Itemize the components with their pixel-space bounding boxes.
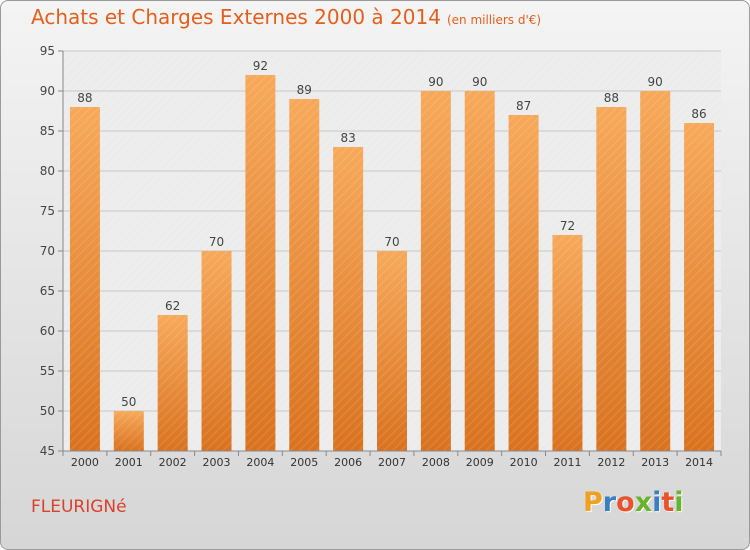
x-tick-label: 2008	[422, 456, 450, 469]
bar-value-label: 88	[77, 91, 92, 105]
bar-hatch	[113, 411, 144, 451]
bar-value-label: 62	[165, 299, 180, 313]
x-tick-label: 2010	[510, 456, 538, 469]
bar-value-label: 86	[691, 107, 706, 121]
chart-subtitle: (en milliers d'€)	[446, 13, 542, 27]
y-tick-label: 80	[40, 164, 55, 178]
bar-hatch	[640, 91, 671, 451]
bar-value-label: 70	[209, 235, 224, 249]
bar-hatch	[552, 235, 583, 451]
x-tick-label: 2000	[71, 456, 99, 469]
logo-letter: i	[674, 487, 684, 518]
bar-value-label: 90	[472, 75, 487, 89]
y-tick-label: 50	[40, 404, 55, 418]
x-tick-label: 2009	[466, 456, 494, 469]
bar-hatch	[464, 91, 495, 451]
bar-hatch	[596, 107, 627, 451]
y-tick-label: 85	[40, 124, 55, 138]
bar-value-label: 88	[604, 91, 619, 105]
x-tick-label: 2007	[378, 456, 406, 469]
logo-letter: t	[661, 487, 675, 518]
y-tick-label: 45	[40, 444, 55, 458]
bar-hatch	[201, 251, 232, 451]
bar-value-label: 90	[648, 75, 663, 89]
bar-hatch	[157, 315, 188, 451]
x-tick-label: 2003	[203, 456, 231, 469]
logo-letter: r	[602, 487, 617, 518]
proxiti-logo: Proxiti	[583, 487, 684, 518]
y-tick-label: 70	[40, 244, 55, 258]
logo-letter: i	[652, 487, 662, 518]
bar-value-label: 72	[560, 219, 575, 233]
x-tick-label: 2002	[159, 456, 187, 469]
logo-letter: o	[616, 487, 635, 518]
y-tick-label: 65	[40, 284, 55, 298]
x-tick-label: 2004	[246, 456, 274, 469]
x-tick-label: 2011	[553, 456, 581, 469]
y-tick-label: 55	[40, 364, 55, 378]
x-tick-label: 2014	[685, 456, 713, 469]
bar-hatch	[508, 115, 539, 451]
bar-hatch	[377, 251, 407, 451]
x-tick-label: 2005	[290, 456, 318, 469]
bar-value-label: 92	[253, 59, 268, 73]
bar-value-label: 70	[384, 235, 399, 249]
y-tick-label: 95	[40, 44, 55, 58]
y-tick-label: 90	[40, 84, 55, 98]
x-tick-label: 2006	[334, 456, 362, 469]
commune-name: FLEURIGNé	[31, 497, 127, 517]
logo-letter: x	[634, 487, 653, 518]
bar-hatch	[420, 91, 451, 451]
bar-hatch	[333, 147, 364, 451]
bar-hatch	[69, 107, 100, 451]
chart-title: Achats et Charges Externes 2000 à 2014 (e…	[31, 5, 541, 29]
bar-value-label: 87	[516, 99, 531, 113]
bar-value-label: 83	[340, 131, 355, 145]
x-tick-label: 2012	[597, 456, 625, 469]
y-tick-label: 60	[40, 324, 55, 338]
bar-hatch	[245, 75, 276, 451]
y-tick-label: 75	[40, 204, 55, 218]
logo-letter: P	[583, 487, 603, 518]
bar-value-label: 90	[428, 75, 443, 89]
chart-title-text: Achats et Charges Externes 2000 à 2014	[31, 5, 441, 29]
bar-hatch	[684, 123, 715, 451]
bar-hatch	[289, 99, 320, 451]
x-tick-label: 2001	[115, 456, 143, 469]
bar-value-label: 89	[297, 83, 312, 97]
x-tick-label: 2013	[641, 456, 669, 469]
bar-value-label: 50	[121, 395, 136, 409]
